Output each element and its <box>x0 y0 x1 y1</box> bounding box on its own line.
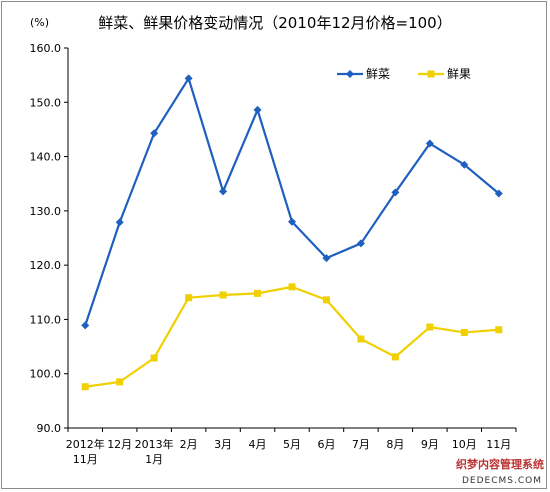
data-point-square <box>81 383 89 391</box>
data-point-square <box>322 296 330 304</box>
x-tick-label: 8月 <box>386 438 404 451</box>
watermark-url: DEDECMS.COM <box>462 476 542 486</box>
data-point-square <box>288 283 296 291</box>
data-point-diamond <box>425 139 434 148</box>
data-point-square <box>426 323 434 331</box>
x-tick-label: 2012年 <box>66 437 105 451</box>
legend-label: 鲜菜 <box>366 67 390 81</box>
data-point-diamond <box>219 187 228 196</box>
x-tick-label: 12月 <box>107 438 132 451</box>
data-point-diamond <box>322 254 331 263</box>
y-tick-label: 100.0 <box>30 368 62 381</box>
data-point-square <box>391 353 399 361</box>
legend-marker-diamond <box>346 70 354 78</box>
data-point-diamond <box>150 129 159 138</box>
data-point-diamond <box>460 160 469 169</box>
y-tick-label: 140.0 <box>30 151 62 164</box>
y-tick-label: 90.0 <box>37 422 62 435</box>
y-tick-label: 110.0 <box>30 313 62 326</box>
x-tick-label: 6月 <box>317 438 335 451</box>
data-point-diamond <box>81 321 90 330</box>
y-tick-label: 160.0 <box>30 42 62 55</box>
data-point-square <box>254 289 262 297</box>
x-tick-label: 2013年 <box>135 437 174 451</box>
x-tick-label: 5月 <box>283 438 301 451</box>
x-tick-label: 1月 <box>145 453 163 466</box>
x-tick-label: 11月 <box>73 453 98 466</box>
x-tick-label: 10月 <box>452 438 477 451</box>
y-tick-label: 130.0 <box>30 205 62 218</box>
y-tick-label: 150.0 <box>30 96 62 109</box>
data-point-square <box>357 335 365 343</box>
x-tick-label: 7月 <box>352 438 370 451</box>
series-line-1 <box>85 285 499 388</box>
y-axis-unit: (%) <box>30 16 50 29</box>
x-tick-label: 3月 <box>214 438 232 451</box>
x-tick-label: 4月 <box>249 438 267 451</box>
data-point-diamond <box>391 188 400 197</box>
watermark-text: 织梦内容管理系统 <box>456 458 544 471</box>
data-point-square <box>185 294 193 302</box>
data-point-diamond <box>494 189 503 198</box>
x-tick-label: 2月 <box>180 438 198 451</box>
y-tick-label: 120.0 <box>30 259 62 272</box>
data-point-diamond <box>288 217 296 226</box>
chart-title: 鲜菜、鲜果价格变动情况（2010年12月价格=100） <box>98 14 452 32</box>
data-point-square <box>460 328 468 336</box>
legend-label: 鲜果 <box>447 67 471 81</box>
x-tick-label: 9月 <box>421 438 439 451</box>
data-point-square <box>116 378 124 386</box>
x-tick-label: 11月 <box>486 438 511 451</box>
legend-marker-square <box>427 70 435 78</box>
data-point-diamond <box>115 218 124 227</box>
data-point-diamond <box>253 105 262 114</box>
data-point-diamond <box>356 239 365 248</box>
data-point-square <box>150 354 158 362</box>
data-point-square <box>495 326 503 334</box>
data-point-diamond <box>184 74 193 83</box>
data-point-square <box>219 291 227 299</box>
